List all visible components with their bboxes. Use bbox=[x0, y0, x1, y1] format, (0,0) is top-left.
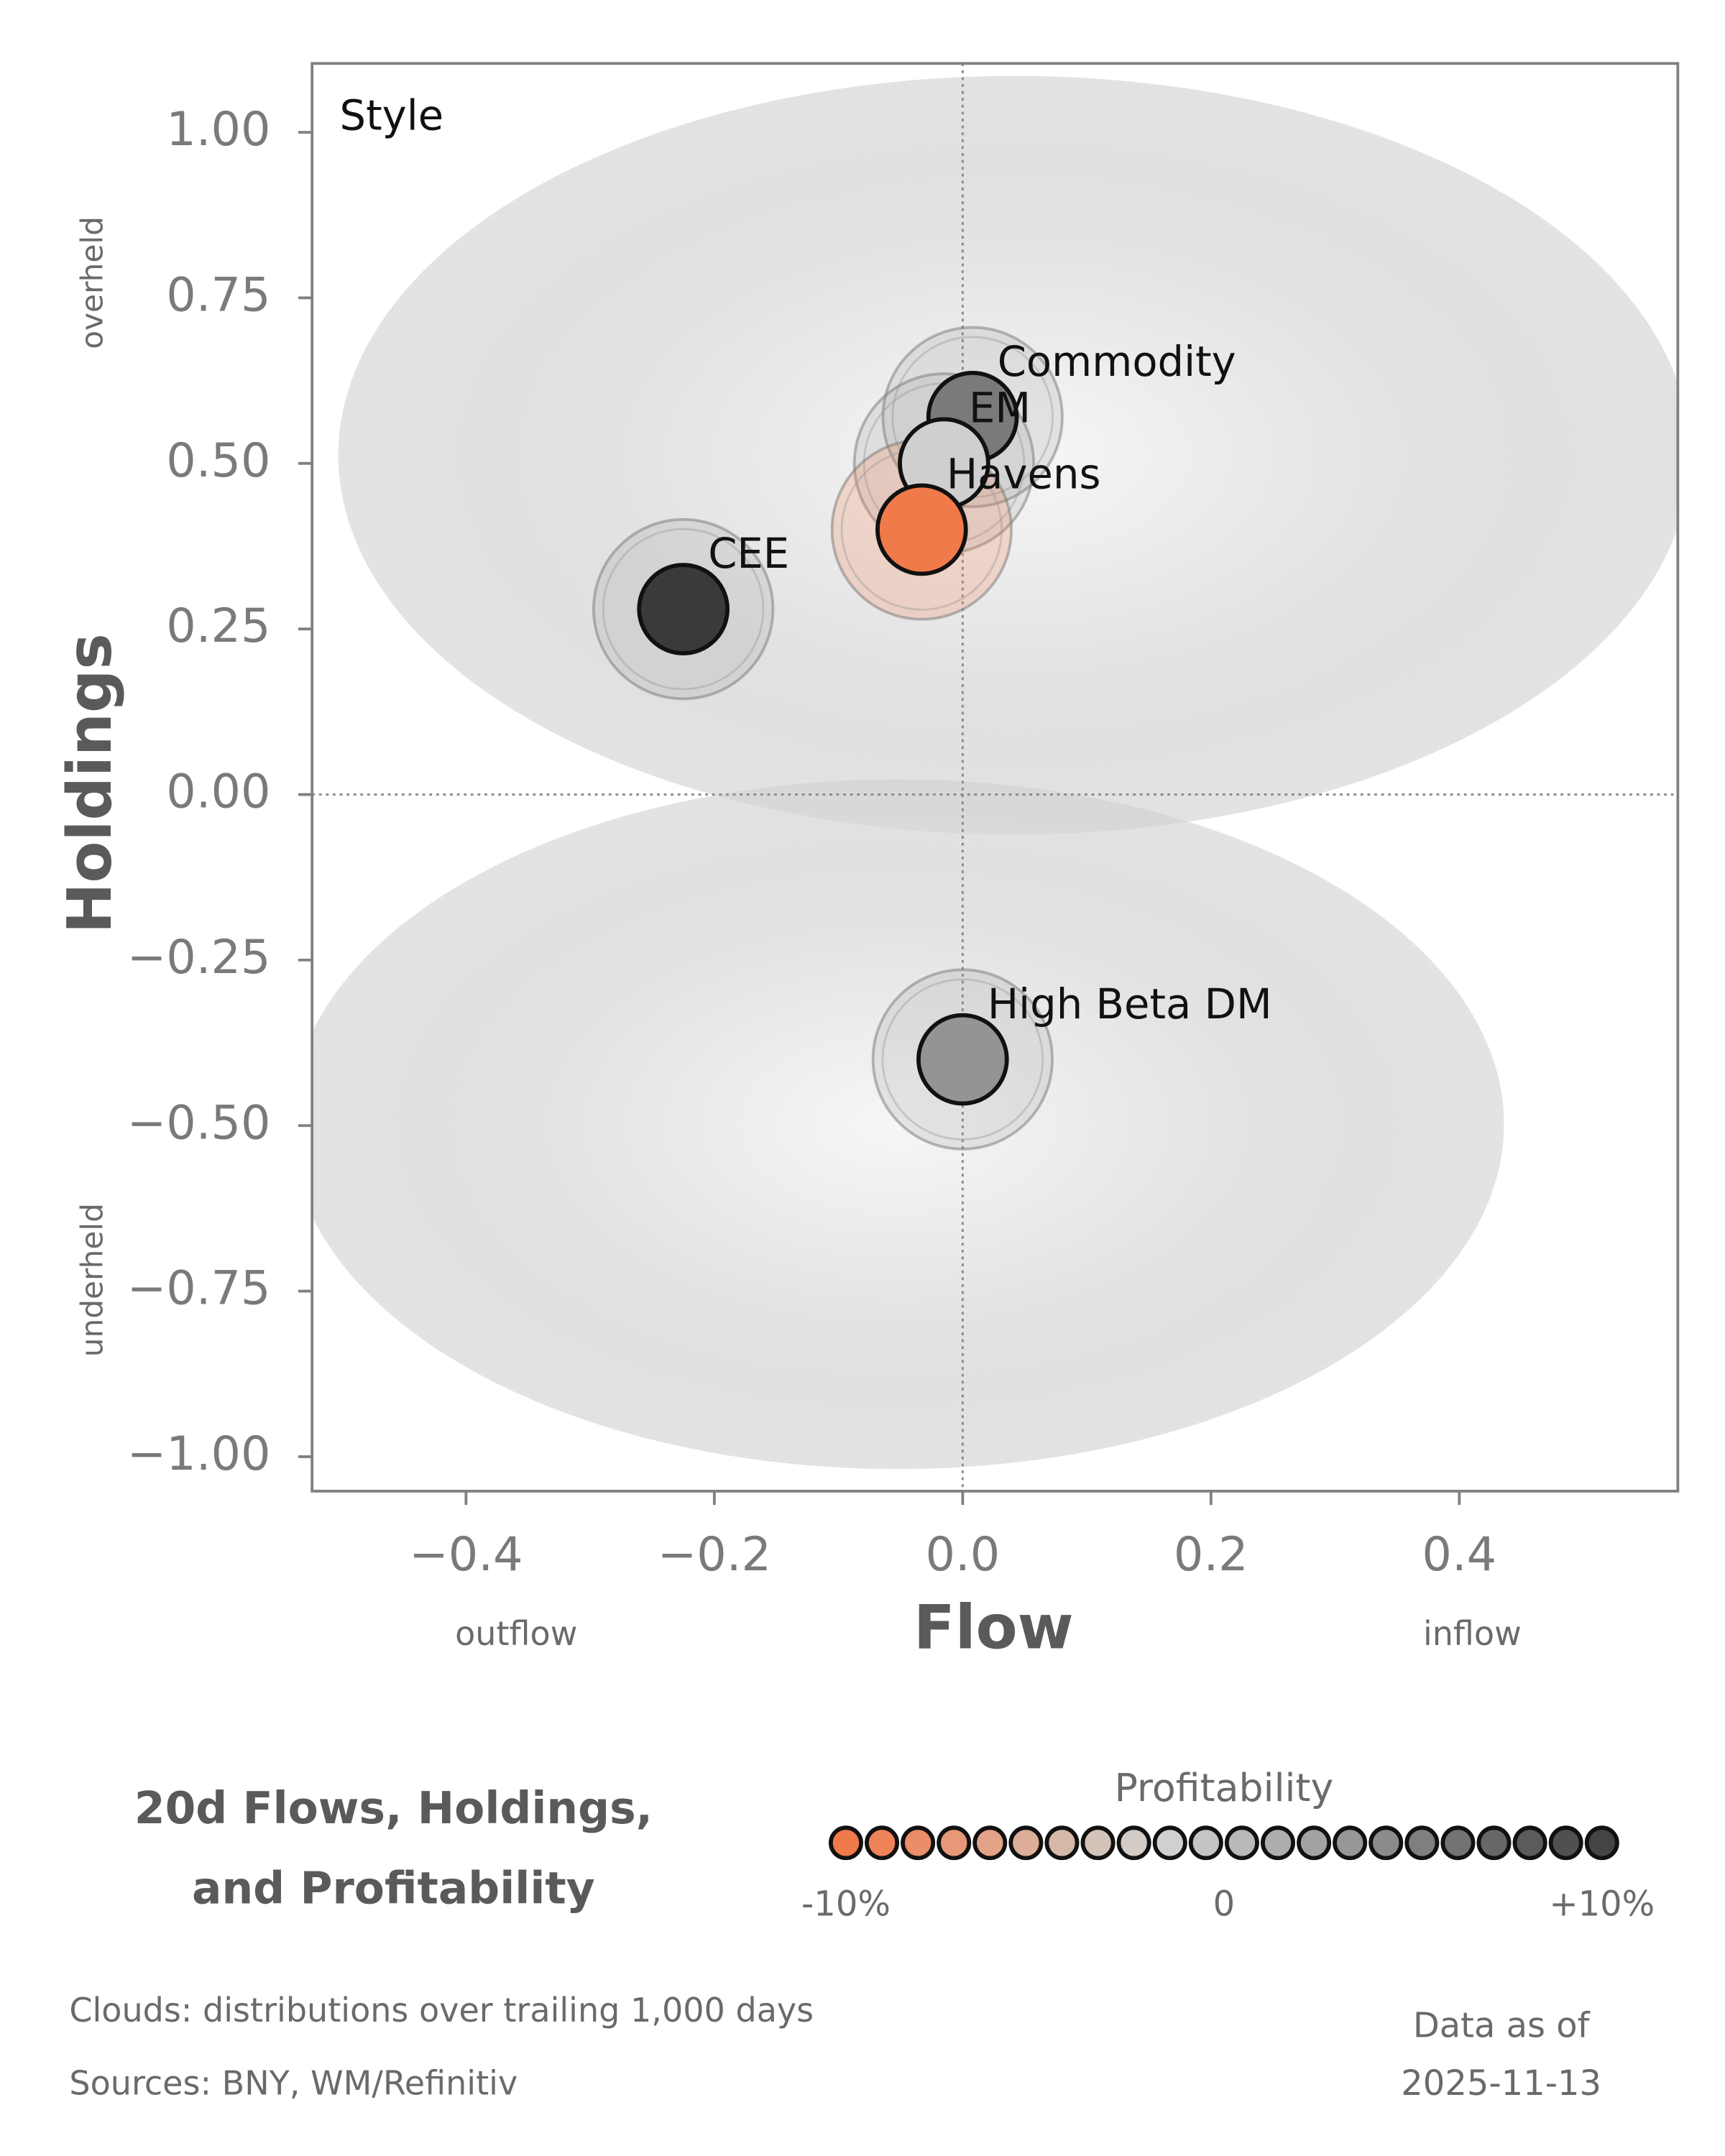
legend-swatch bbox=[1548, 1825, 1583, 1861]
x-tick-label: −0.4 bbox=[409, 1527, 523, 1582]
legend-swatch bbox=[1261, 1825, 1296, 1861]
clouds bbox=[312, 75, 1678, 1470]
legend-swatch bbox=[937, 1825, 972, 1861]
cloud bbox=[312, 779, 1504, 1470]
point-label: Commodity bbox=[998, 338, 1236, 386]
legend-swatch bbox=[1584, 1825, 1619, 1861]
as-of: Data as of bbox=[1413, 2005, 1591, 2045]
legend-swatch bbox=[1008, 1825, 1044, 1861]
point bbox=[916, 1013, 1009, 1106]
legend-swatch bbox=[1152, 1825, 1187, 1861]
y-tick-label: 0.75 bbox=[166, 268, 270, 323]
annotation: Style bbox=[340, 92, 444, 140]
content: −0.4 −0.2 0.0 0.2 0.4 −1.00 −0.75 −0.50 −0.25 0.0… bbox=[127, 63, 1678, 1582]
legend-swatch bbox=[1080, 1825, 1116, 1861]
legend-swatch bbox=[1297, 1825, 1332, 1861]
x-axis-label: Flow bbox=[914, 1593, 1074, 1663]
x-low-note: outflow bbox=[455, 1614, 577, 1653]
y-tick-label: 0.00 bbox=[166, 765, 270, 819]
legend-title: Profitability bbox=[1114, 1765, 1333, 1810]
y-tick-label: −0.25 bbox=[127, 930, 271, 985]
legend-swatch bbox=[1116, 1825, 1151, 1861]
legend-tick-label: 0 bbox=[1213, 1884, 1236, 1925]
point-label: EM bbox=[969, 384, 1031, 433]
y-tick-label: 1.00 bbox=[166, 102, 270, 157]
y-high-note: overheld bbox=[74, 216, 109, 349]
y-tick-label: 0.25 bbox=[166, 599, 270, 653]
legend-swatch bbox=[865, 1825, 900, 1861]
legend-swatch bbox=[1368, 1825, 1404, 1861]
point bbox=[875, 483, 968, 576]
legend-swatch bbox=[1224, 1825, 1259, 1861]
x-tick-label: 0.0 bbox=[925, 1527, 1000, 1582]
legend-swatch bbox=[1476, 1825, 1512, 1861]
legend-swatch bbox=[1333, 1825, 1368, 1861]
y-low-note: underheld bbox=[74, 1203, 109, 1357]
title-line: and Profitability bbox=[192, 1864, 595, 1915]
legend-swatch bbox=[828, 1825, 863, 1861]
legend-swatch bbox=[1044, 1825, 1080, 1861]
point bbox=[637, 563, 730, 655]
title-line: 20d Flows, Holdings, bbox=[134, 1783, 653, 1834]
halo-ring bbox=[602, 528, 765, 691]
x-tick-label: −0.2 bbox=[658, 1527, 771, 1582]
y-tick-label: −0.50 bbox=[127, 1095, 271, 1150]
footnote: Sources: BNY, WM/Refinitiv bbox=[69, 2064, 518, 2103]
legend-swatch bbox=[1512, 1825, 1547, 1861]
legend-swatch bbox=[901, 1825, 936, 1861]
legend-swatch bbox=[972, 1825, 1008, 1861]
x-tick-label: 0.2 bbox=[1174, 1527, 1248, 1582]
legend-swatch bbox=[1404, 1825, 1440, 1861]
plot-frame bbox=[310, 62, 1680, 1493]
point-label: CEE bbox=[708, 530, 789, 578]
legend-swatch bbox=[1188, 1825, 1223, 1861]
y-axis-label: Holdings bbox=[55, 633, 125, 934]
point-label: High Beta DM bbox=[988, 980, 1272, 1028]
halo-ring bbox=[881, 978, 1044, 1141]
legend-tick-label: -10% bbox=[801, 1884, 891, 1925]
x-high-note: inflow bbox=[1423, 1614, 1522, 1653]
legend-tick-label: +10% bbox=[1549, 1884, 1655, 1925]
x-tick-label: 0.4 bbox=[1422, 1527, 1496, 1582]
point-label: Havens bbox=[947, 451, 1101, 499]
y-tick-label: −1.00 bbox=[127, 1427, 271, 1481]
y-tick-label: 0.50 bbox=[166, 433, 270, 488]
y-tick-label: −0.75 bbox=[127, 1261, 271, 1316]
legend-swatch bbox=[1440, 1825, 1476, 1861]
as-of: 2025-11-13 bbox=[1401, 2063, 1601, 2104]
footnote: Clouds: distributions over trailing 1,00… bbox=[69, 1991, 814, 2030]
